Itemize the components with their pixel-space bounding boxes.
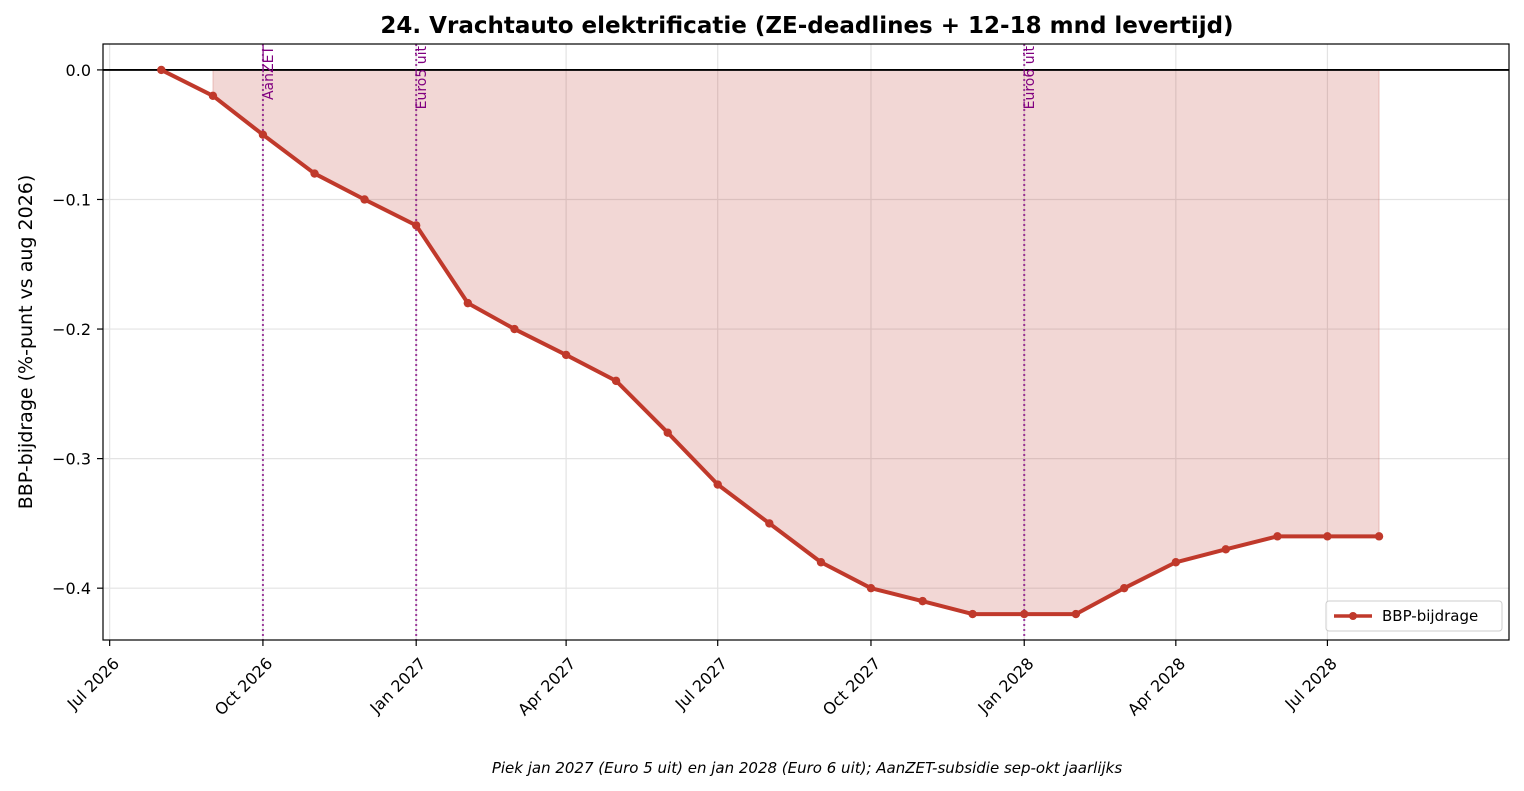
x-tick-label: Apr 2027: [514, 654, 579, 719]
data-point: [1171, 558, 1181, 567]
data-point: [1119, 583, 1129, 593]
series-area-fill: [212, 69, 1380, 615]
data-point: [866, 583, 876, 593]
data-point: [310, 169, 319, 178]
y-tick-label: −0.1: [52, 190, 91, 209]
y-tick-label: −0.4: [52, 579, 91, 598]
data-point: [510, 324, 519, 334]
x-tick-label: Apr 2028: [1124, 654, 1189, 719]
area-fill: [212, 69, 1380, 615]
x-tick-label: Jul 2028: [1281, 654, 1341, 714]
data-point: [411, 221, 421, 230]
data-point: [1071, 609, 1081, 619]
chart-caption: Piek jan 2027 (Euro 5 uit) en jan 2028 (…: [492, 759, 1123, 777]
plot-frame: [102, 43, 1510, 641]
y-tick-label: 0.0: [66, 61, 91, 80]
legend-marker-swatch: [1349, 612, 1357, 620]
x-axis-ticks: Jul 2026 Oct 2026 Jan 2027 Apr 2027 Jul 2027…: [63, 640, 1341, 719]
data-point: [663, 428, 672, 437]
data-point: [1221, 545, 1231, 554]
data-point: [208, 91, 218, 101]
data-point: [611, 376, 621, 386]
data-point: [1273, 532, 1282, 541]
data-point: [258, 130, 268, 139]
event-label: AanZET: [261, 46, 277, 100]
data-point: [157, 65, 166, 75]
x-tick-label: Oct 2026: [211, 654, 276, 719]
data-point: [968, 609, 977, 619]
data-point: [816, 558, 826, 567]
series-bbp-bijdrage: [157, 65, 1384, 619]
y-axis-label: BBP-bijdrage (%-punt vs aug 2026): [15, 175, 37, 510]
data-point: [1020, 609, 1029, 619]
y-tick-label: −0.3: [52, 450, 91, 469]
data-point: [561, 350, 571, 360]
data-point: [1374, 532, 1384, 541]
legend-box: [1325, 600, 1503, 632]
data-point: [463, 298, 473, 308]
legend-label: BBP-bijdrage: [1382, 607, 1478, 625]
y-tick-label: −0.2: [52, 320, 91, 339]
data-point: [918, 596, 927, 606]
data-point: [1323, 532, 1332, 541]
x-tick-label: Jul 2026: [63, 654, 123, 714]
event-label: Euro5 uit: [414, 45, 430, 109]
legend: BBP-bijdrage: [1325, 600, 1503, 632]
event-lines: AanZET Euro5 uit Euro6 uit: [261, 44, 1038, 640]
x-tick-label: Jul 2027: [671, 654, 731, 714]
x-tick-label: Oct 2027: [819, 654, 884, 719]
data-point: [765, 519, 774, 528]
event-label: Euro6 uit: [1022, 45, 1038, 109]
y-axis-ticks: 0.0 −0.1 −0.2 −0.3 −0.4: [52, 61, 103, 598]
chart-title: 24. Vrachtauto elektrificatie (ZE-deadli…: [380, 13, 1233, 39]
x-tick-label: Jan 2028: [974, 654, 1038, 718]
data-point: [713, 480, 722, 489]
data-point: [360, 195, 369, 204]
x-tick-label: Jan 2027: [366, 654, 430, 718]
